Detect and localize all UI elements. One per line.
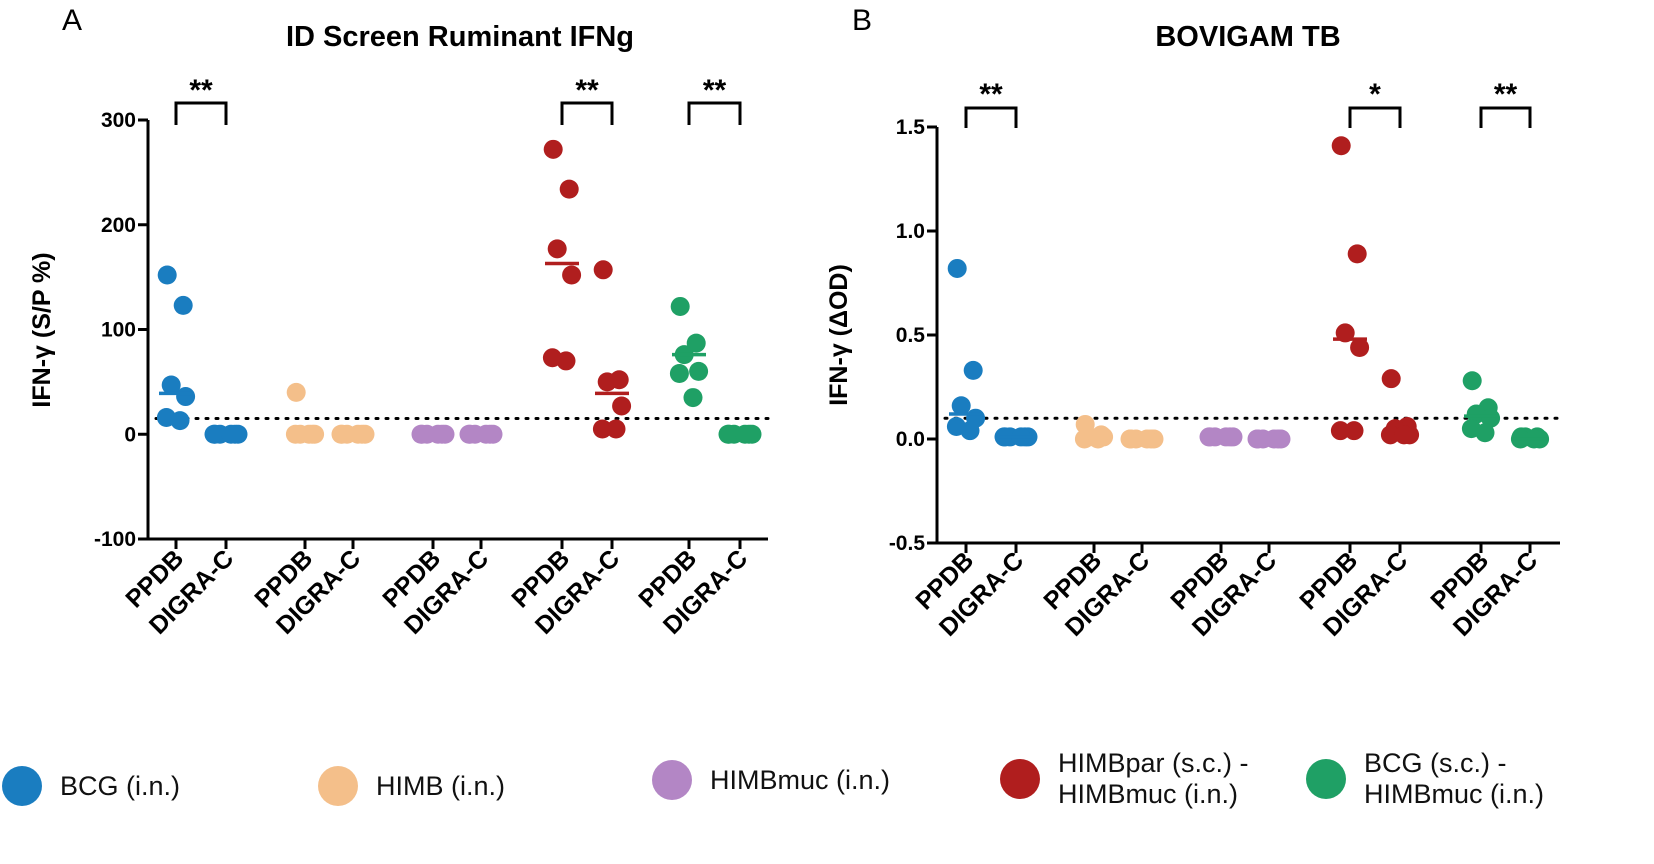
significance-bracket	[1348, 106, 1402, 128]
data-point	[612, 396, 632, 416]
significance-label: **	[189, 74, 213, 107]
data-point	[1330, 421, 1350, 441]
significance-bracket	[174, 101, 228, 125]
data-point	[286, 382, 306, 402]
significance-label: **	[703, 74, 727, 107]
legend-label: HIMB (i.n.)	[376, 770, 506, 801]
data-point	[686, 333, 706, 353]
legend-label: HIMBpar (s.c.) - HIMBmuc (i.n.)	[1058, 748, 1249, 809]
data-point	[669, 363, 689, 383]
legend-label: BCG (s.c.) - HIMBmuc (i.n.)	[1364, 748, 1545, 809]
legend-dot-icon	[318, 766, 358, 806]
data-point	[670, 296, 690, 316]
y-axis-label: IFN-γ (ΔOD)	[825, 264, 853, 406]
legend: BCG (i.n.) HIMB (i.n.) HIMBmuc (i.n.) HI…	[0, 738, 1654, 848]
legend-item-himbpar-sc-himbmuc-in: HIMBpar (s.c.) - HIMBmuc (i.n.)	[1000, 748, 1249, 810]
y-tick-label: 0.5	[896, 324, 926, 347]
data-point	[683, 388, 703, 408]
legend-dot-icon	[2, 766, 42, 806]
significance-bracket	[560, 101, 614, 125]
data-point	[1331, 136, 1351, 156]
significance-label: **	[575, 74, 599, 107]
y-tick-label: -100	[94, 528, 136, 551]
data-point	[593, 260, 613, 280]
data-point	[157, 265, 177, 285]
data-point	[1475, 423, 1495, 443]
legend-dot-icon	[1306, 759, 1346, 799]
data-point	[173, 295, 193, 315]
data-point	[1381, 369, 1401, 389]
data-point	[606, 419, 626, 439]
chart-title: ID Screen Ruminant IFNg	[286, 21, 634, 53]
chart-title: BOVIGAM TB	[1155, 21, 1340, 53]
significance-bracket	[964, 106, 1018, 128]
data-point	[170, 411, 190, 431]
data-point	[951, 396, 971, 416]
data-point	[947, 258, 967, 278]
data-point	[689, 361, 709, 381]
data-point	[1462, 371, 1482, 391]
legend-dot-icon	[1000, 759, 1040, 799]
legend-label: HIMBmuc (i.n.)	[710, 764, 891, 795]
data-point	[1344, 421, 1364, 441]
data-point	[592, 419, 612, 439]
data-point	[1350, 337, 1370, 357]
significance-bracket	[687, 101, 742, 125]
y-tick-label: -0.5	[889, 532, 926, 555]
legend-item-himbmuc-in: HIMBmuc (i.n.)	[652, 760, 890, 800]
data-point	[176, 387, 196, 407]
significance-label: **	[979, 78, 1003, 111]
data-point	[1088, 429, 1108, 449]
data-point	[1074, 429, 1094, 449]
data-point	[559, 179, 579, 199]
y-tick-label: 200	[101, 214, 136, 237]
data-point	[547, 239, 567, 259]
y-axis-label: IFN-γ (S/P %)	[28, 252, 56, 407]
data-point	[543, 139, 563, 159]
panel-label: B	[852, 4, 872, 37]
legend-item-bcg-in: BCG (i.n.)	[2, 766, 180, 806]
data-point	[556, 351, 576, 371]
legend-item-bcg-sc-himbmuc-in: BCG (s.c.) - HIMBmuc (i.n.)	[1306, 748, 1544, 810]
data-point	[1481, 408, 1501, 428]
y-tick-label: 0.0	[896, 428, 925, 451]
y-tick-label: 1.0	[896, 220, 925, 243]
y-tick-label: 100	[101, 319, 136, 342]
legend-item-himb-in: HIMB (i.n.)	[318, 766, 505, 806]
data-point	[960, 421, 980, 441]
data-point	[1347, 244, 1367, 264]
data-point	[597, 372, 617, 392]
data-point	[963, 360, 983, 380]
y-tick-label: 1.5	[896, 116, 926, 139]
panel-a: A ID Screen Ruminant IFNg IFN-γ (S/P %) -10…	[28, 4, 770, 640]
data-point	[562, 265, 582, 285]
significance-label: *	[1369, 78, 1381, 111]
legend-label: BCG (i.n.)	[60, 770, 181, 801]
y-tick-label: 300	[101, 109, 136, 132]
significance-bracket	[1479, 106, 1532, 128]
data-point	[1394, 425, 1414, 445]
panel-b: B BOVIGAM TB IFN-γ (ΔOD) -0.5 0.0 0.5 1.0 1.5 PP…	[825, 4, 1562, 642]
data-point	[161, 375, 181, 395]
y-tick-label: 0	[124, 423, 136, 446]
legend-dot-icon	[652, 760, 692, 800]
panel-label: A	[62, 4, 82, 37]
data-point	[1466, 404, 1486, 424]
significance-label: **	[1494, 78, 1518, 111]
